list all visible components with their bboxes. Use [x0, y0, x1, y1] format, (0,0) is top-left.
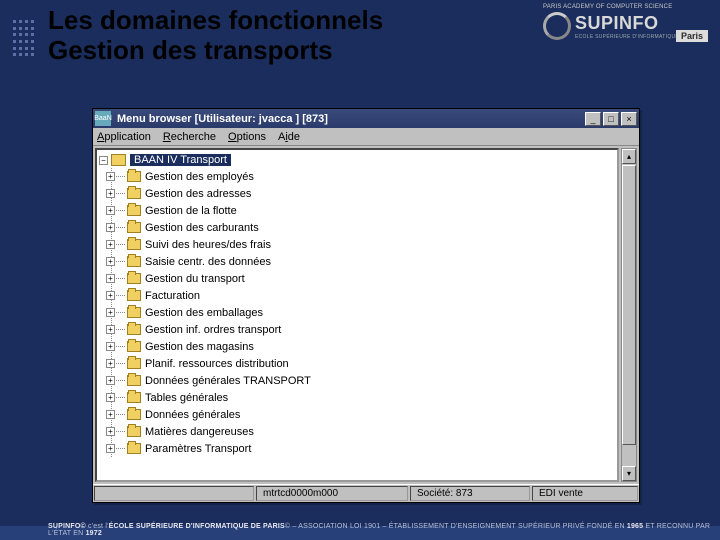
scroll-up-button[interactable]: ▴ [622, 149, 636, 164]
tree-item[interactable]: +Paramètres Transport [99, 440, 615, 457]
brand-topline: PARIS ACADEMY OF COMPUTER SCIENCE [543, 4, 708, 10]
slide-title: Les domaines fonctionnels Gestion des tr… [48, 6, 590, 66]
folder-icon [127, 392, 141, 403]
maximize-button[interactable]: □ [603, 112, 619, 126]
tree-item[interactable]: +Données générales [99, 406, 615, 423]
menu-options[interactable]: Options [228, 131, 266, 143]
vertical-scrollbar[interactable]: ▴ ▾ [621, 148, 637, 482]
folder-icon [127, 188, 141, 199]
tree-item[interactable]: +Gestion des emballages [99, 304, 615, 321]
menubar: Application Recherche Options Aide [93, 128, 639, 146]
folder-icon [127, 358, 141, 369]
window-title: Menu browser [Utilisateur: jvacca ] [873… [113, 113, 332, 125]
brand-name: SUPINFO [575, 13, 679, 34]
title-line-1: Les domaines fonctionnels [48, 5, 383, 35]
folder-icon [127, 273, 141, 284]
tree-root-node[interactable]: − BAAN IV Transport [99, 152, 615, 168]
folder-icon [127, 222, 141, 233]
tree-item[interactable]: +Gestion des magasins [99, 338, 615, 355]
tree-item[interactable]: +Matières dangereuses [99, 423, 615, 440]
status-cell-1 [94, 486, 254, 501]
titlebar[interactable]: BaaN Menu browser [Utilisateur: jvacca ]… [93, 109, 639, 128]
brand-badge: Paris [676, 30, 708, 42]
menu-recherche[interactable]: Recherche [163, 131, 216, 143]
tree-item[interactable]: +Gestion inf. ordres transport [99, 321, 615, 338]
statusbar: mtrtcd0000m000 Société: 873 EDI vente [93, 484, 639, 502]
minimize-button[interactable]: _ [585, 112, 601, 126]
app-icon: BaaN [95, 111, 111, 126]
open-folder-icon [111, 154, 126, 166]
folder-icon [127, 307, 141, 318]
status-cell-3: Société: 873 [410, 486, 530, 501]
tree-item[interactable]: +Saisie centr. des données [99, 253, 615, 270]
footer-text: SUPINFO© c'est l'ÉCOLE SUPÉRIEURE D'INFO… [48, 523, 720, 537]
menu-aide[interactable]: Aide [278, 131, 300, 143]
scroll-down-button[interactable]: ▾ [622, 466, 636, 481]
folder-icon [127, 409, 141, 420]
menu-application[interactable]: Application [97, 131, 151, 143]
status-cell-2: mtrtcd0000m000 [256, 486, 408, 501]
tree-item[interactable]: +Gestion des employés [99, 168, 615, 185]
tree-item[interactable]: +Planif. ressources distribution [99, 355, 615, 372]
folder-icon [127, 205, 141, 216]
brand-logo: PARIS ACADEMY OF COMPUTER SCIENCE SUPINF… [543, 4, 708, 40]
tree-item[interactable]: +Gestion de la flotte [99, 202, 615, 219]
brand-ring-icon [543, 12, 571, 40]
folder-icon [127, 443, 141, 454]
tree-root-label: BAAN IV Transport [130, 154, 231, 166]
folder-icon [127, 375, 141, 386]
status-cell-4: EDI vente [532, 486, 638, 501]
close-button[interactable]: × [621, 112, 637, 126]
folder-icon [127, 239, 141, 250]
folder-icon [127, 324, 141, 335]
tree-item[interactable]: +Gestion du transport [99, 270, 615, 287]
brand-subline: ECOLE SUPÉRIEURE D'INFORMATIQUE [575, 34, 679, 40]
folder-icon [127, 341, 141, 352]
tree-item[interactable]: +Gestion des carburants [99, 219, 615, 236]
tree-item[interactable]: +Données générales TRANSPORT [99, 372, 615, 389]
decorative-dot-grid [13, 20, 37, 60]
title-line-2: Gestion des transports [48, 35, 333, 65]
folder-icon [127, 290, 141, 301]
folder-icon [127, 171, 141, 182]
scroll-thumb[interactable] [622, 165, 636, 445]
tree-item[interactable]: +Facturation [99, 287, 615, 304]
app-window: BaaN Menu browser [Utilisateur: jvacca ]… [92, 108, 640, 503]
tree-item[interactable]: +Tables générales [99, 389, 615, 406]
folder-icon [127, 256, 141, 267]
folder-icon [127, 426, 141, 437]
tree-view[interactable]: − BAAN IV Transport +Gestion des employé… [95, 148, 619, 482]
tree-item[interactable]: +Gestion des adresses [99, 185, 615, 202]
tree-item[interactable]: +Suivi des heures/des frais [99, 236, 615, 253]
